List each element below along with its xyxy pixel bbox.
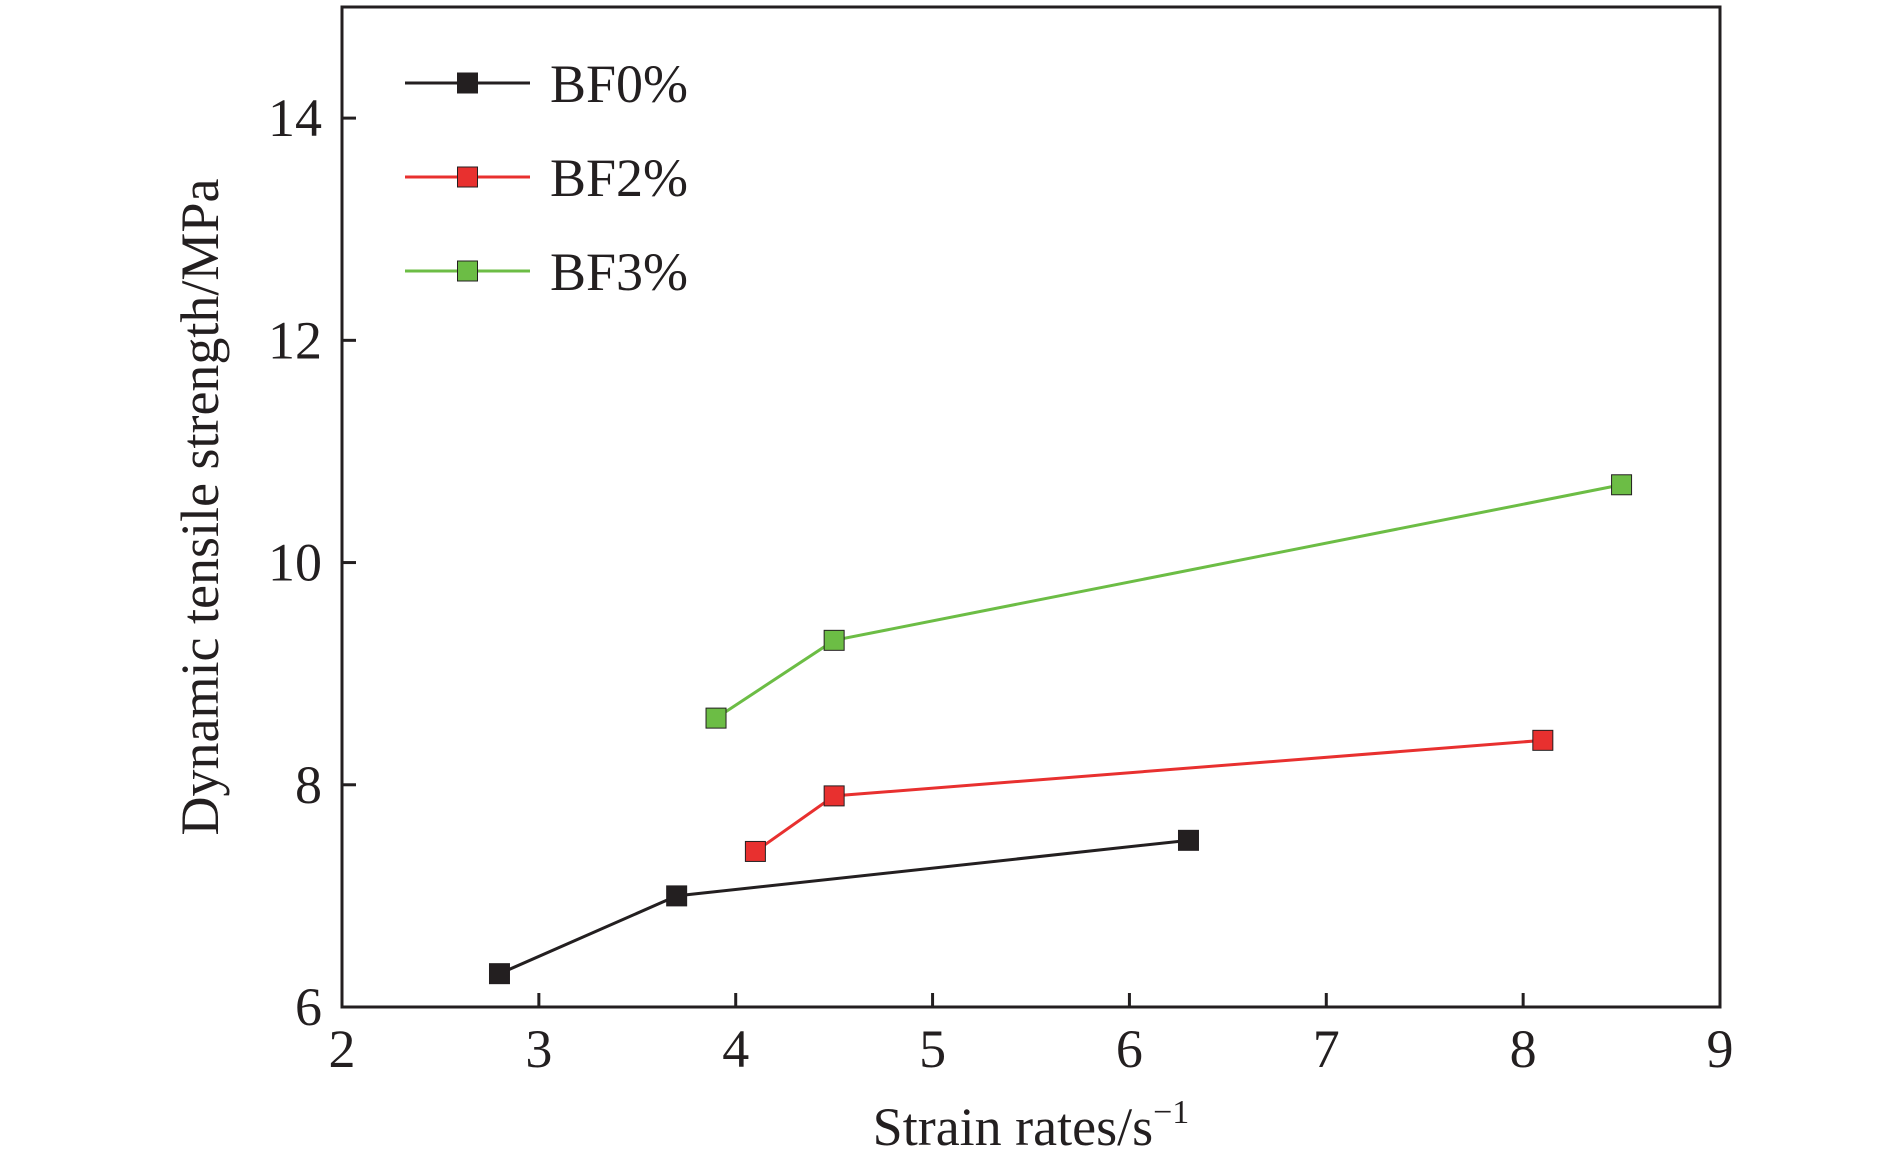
x-tick-label: 9 [1707,1019,1734,1079]
plot-frame [340,5,1722,1009]
legend-marker-0 [457,72,478,94]
y-tick-label: 10 [268,533,322,593]
y-axis-ticks: 6 8 10 12 14 [268,88,356,1037]
legend-marker-2 [457,260,478,282]
y-tick-label: 14 [268,88,322,148]
legend-label-2: BF3% [550,242,688,302]
legend: BF0% BF2% BF3% [405,54,688,302]
series-line-0 [498,838,1189,976]
x-tick-label: 6 [1116,1019,1143,1079]
x-tick-label: 4 [722,1019,749,1079]
data-point-2-1 [823,629,845,651]
legend-label-0: BF0% [550,54,688,114]
x-tick-label: 8 [1510,1019,1537,1079]
data-point-2-0 [705,707,727,729]
x-tick-label: 5 [919,1019,946,1079]
series-line-1 [754,738,1543,853]
y-tick-label: 8 [295,755,322,815]
data-point-1-1 [823,785,845,807]
y-axis-title: Dynamic tensile strength/MPa [170,179,230,836]
y-tick-label: 6 [295,977,322,1037]
data-point-0-0 [488,963,510,985]
x-tick-label: 3 [525,1019,552,1079]
x-axis-title-superscript: −1 [1153,1094,1189,1131]
series-layer [488,474,1633,985]
x-tick-label: 2 [329,1019,356,1079]
data-point-0-2 [1177,829,1199,851]
legend-label-1: BF2% [550,148,688,208]
x-axis-ticks: 2 3 4 5 6 7 8 9 [329,993,1734,1079]
data-point-2-2 [1611,474,1633,496]
legend-marker-1 [457,166,478,188]
data-point-0-1 [666,885,688,907]
x-axis-title: Strain rates/s−1 [873,1094,1190,1157]
y-tick-label: 12 [268,310,322,370]
data-point-1-2 [1532,729,1554,751]
data-point-1-0 [744,840,766,862]
series-line-2 [715,483,1622,720]
x-tick-label: 7 [1313,1019,1340,1079]
